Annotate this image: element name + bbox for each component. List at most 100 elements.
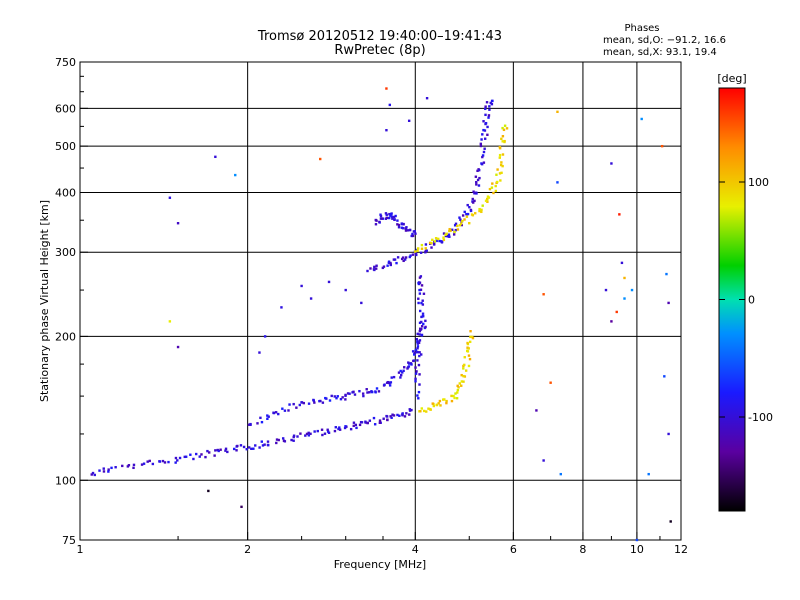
data-point (418, 276, 422, 279)
data-point (102, 470, 106, 473)
data-point (420, 301, 423, 305)
data-point (267, 415, 270, 418)
data-point (247, 423, 251, 426)
data-point (465, 215, 469, 218)
data-point (416, 249, 419, 252)
data-point (174, 456, 178, 460)
data-point (501, 126, 504, 130)
data-point (110, 466, 113, 470)
data-point (456, 224, 459, 228)
data-point (482, 128, 485, 132)
data-point (416, 247, 420, 250)
data-point (163, 461, 167, 464)
data-point (417, 301, 420, 305)
data-point (458, 216, 461, 219)
data-point (486, 197, 489, 201)
data-point (414, 252, 418, 255)
data-point (398, 414, 401, 417)
data-point (466, 350, 470, 353)
data-point (499, 163, 503, 167)
data-point (478, 176, 481, 180)
data-point (275, 441, 278, 445)
data-point (240, 505, 243, 509)
data-point (610, 320, 613, 323)
data-point (415, 350, 419, 354)
data-point (416, 332, 419, 336)
data-point (132, 463, 136, 467)
data-point (424, 325, 427, 329)
x-tick-label: 6 (510, 543, 517, 556)
data-point (379, 213, 382, 216)
data-point (132, 466, 135, 470)
data-point (422, 292, 426, 295)
data-point (420, 327, 423, 331)
data-point (374, 390, 377, 393)
data-point (309, 432, 312, 435)
data-point (490, 102, 494, 106)
data-point (281, 407, 284, 410)
data-point (400, 257, 404, 261)
data-point (388, 216, 391, 220)
data-point (486, 200, 489, 204)
data-point (401, 412, 404, 415)
y-tick-label: 75 (62, 534, 76, 547)
data-point (326, 428, 329, 431)
data-point (379, 214, 383, 218)
data-point (477, 184, 481, 187)
data-point (366, 391, 369, 394)
data-point (460, 373, 463, 377)
data-point (392, 375, 396, 379)
data-point (385, 128, 388, 132)
data-point (498, 172, 502, 175)
data-point (487, 114, 491, 117)
data-point (450, 394, 453, 398)
data-point (425, 410, 428, 413)
data-point (387, 381, 391, 385)
data-point (373, 265, 376, 269)
data-point (411, 232, 414, 236)
data-point (389, 415, 392, 418)
data-point (498, 153, 502, 157)
data-point (261, 444, 265, 447)
data-point (418, 309, 422, 313)
data-point (665, 272, 668, 276)
data-point (378, 220, 381, 224)
data-point (618, 213, 621, 216)
data-point (454, 222, 458, 226)
data-point (483, 147, 486, 150)
data-point (440, 241, 444, 244)
data-point (471, 336, 475, 340)
data-point (380, 217, 384, 220)
y-tick-label: 300 (55, 246, 76, 259)
data-point (275, 438, 279, 441)
y-axis-ticks: 75 100 200 300 400 500 600 750 (55, 56, 88, 547)
data-point (415, 253, 418, 257)
data-point (420, 407, 424, 410)
data-point (396, 413, 399, 417)
data-point (460, 223, 463, 227)
data-point (480, 162, 484, 166)
data-point (385, 415, 389, 418)
data-point (410, 363, 413, 366)
data-point (422, 409, 426, 413)
data-point (102, 467, 105, 470)
data-point (406, 366, 410, 369)
grid-lines (80, 62, 681, 540)
data-point (208, 451, 211, 454)
data-point (498, 156, 501, 159)
data-point (486, 133, 489, 136)
data-point (219, 448, 222, 451)
data-point (418, 339, 422, 342)
data-point (399, 376, 402, 379)
data-point (446, 235, 450, 238)
chart-title: Tromsø 20120512 19:40:00–19:41:43 (257, 29, 502, 44)
data-point (127, 464, 131, 467)
data-point (467, 354, 471, 357)
data-point (98, 469, 101, 472)
data-point (214, 155, 217, 159)
data-point (474, 175, 478, 178)
data-point (305, 432, 309, 436)
data-point (292, 434, 296, 437)
data-point (374, 218, 377, 222)
data-point (247, 446, 251, 449)
